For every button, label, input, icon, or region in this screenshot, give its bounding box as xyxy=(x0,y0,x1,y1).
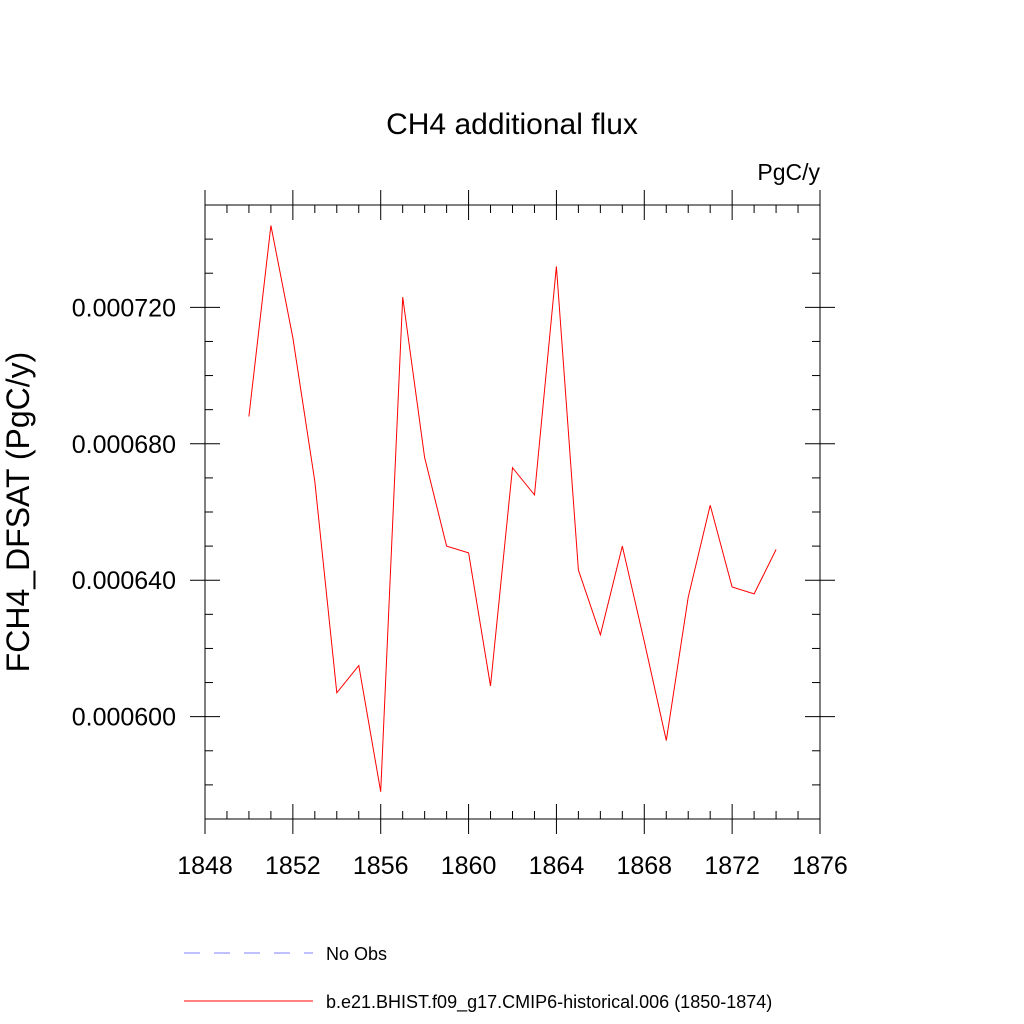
x-tick-label: 1860 xyxy=(441,852,497,880)
units-label: PgC/y xyxy=(757,159,820,185)
y-tick-label: 0.000600 xyxy=(72,704,176,732)
y-axis-label: FCH4_DFSAT (PgC/y) xyxy=(0,352,36,673)
series-line xyxy=(248,225,777,792)
y-tick-label: 0.000680 xyxy=(72,431,176,459)
y-tick-label: 0.000640 xyxy=(72,567,176,595)
x-tick-label: 1852 xyxy=(265,852,321,880)
legend-label: No Obs xyxy=(326,944,387,964)
x-tick-label: 1876 xyxy=(792,852,848,880)
legend: No Obs b.e21.BHIST.f09_g17.CMIP6-historic… xyxy=(184,944,772,1013)
x-tick-label: 1856 xyxy=(353,852,409,880)
chart-title: CH4 additional flux xyxy=(386,108,638,141)
y-tick-label: 0.000720 xyxy=(72,294,176,322)
x-tick-label: 1848 xyxy=(177,852,233,880)
x-tick-label: 1872 xyxy=(704,852,760,880)
axis-ticks xyxy=(190,190,835,834)
legend-label: b.e21.BHIST.f09_g17.CMIP6-historical.006… xyxy=(326,992,772,1013)
x-tick-label: 1868 xyxy=(616,852,672,880)
x-tick-label: 1864 xyxy=(529,852,585,880)
axis-tick-labels: 1848 1852 1856 1860 1864 1868 1872 1876 0.000600… xyxy=(72,294,848,880)
plot-frame xyxy=(204,204,821,820)
series-layer xyxy=(248,225,777,792)
